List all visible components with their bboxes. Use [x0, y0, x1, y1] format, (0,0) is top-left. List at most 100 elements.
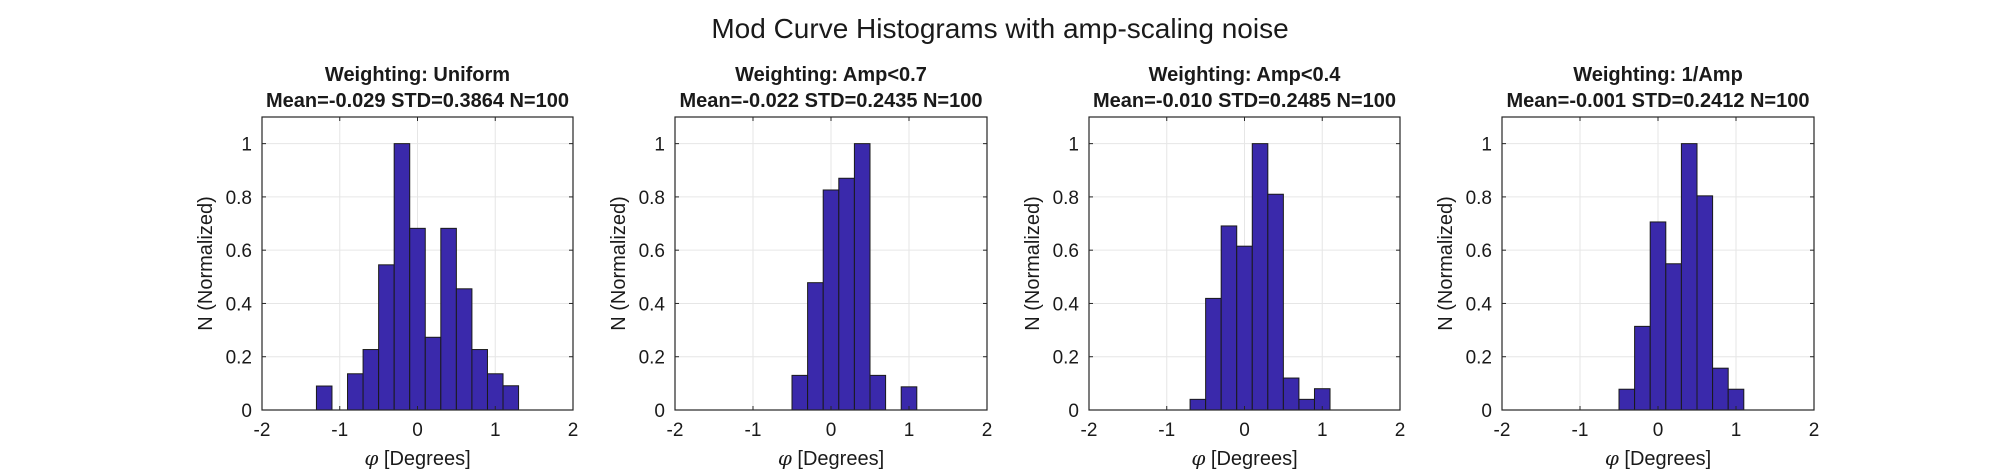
y-tick-label: 0.2 — [639, 348, 665, 369]
y-tick-label: 0.2 — [1053, 348, 1079, 369]
histogram-bar — [838, 177, 855, 411]
y-tick-label: 0 — [1481, 401, 1492, 422]
histogram-bar — [1712, 367, 1729, 411]
y-tick-label: 0.8 — [1466, 188, 1492, 209]
y-tick-label: 0.8 — [639, 188, 665, 209]
y-tick-label: 0.4 — [1053, 294, 1080, 315]
y-tick-label: 0.4 — [639, 294, 666, 315]
y-tick-label: 1 — [1068, 135, 1079, 156]
histogram-bar — [791, 374, 809, 411]
y-tick-label: 1 — [654, 135, 665, 156]
histogram-bar — [1298, 398, 1315, 411]
y-tick-label: 0 — [654, 401, 665, 422]
x-axis-label-text: [Degrees] — [378, 448, 470, 469]
x-tick-label: -1 — [1572, 420, 1589, 441]
x-tick-label: -1 — [331, 420, 348, 441]
histogram-bar — [1236, 245, 1253, 411]
y-tick-label: 0.6 — [639, 241, 665, 262]
y-tick-label: 0.2 — [226, 348, 252, 369]
y-tick-label: 0.6 — [1053, 241, 1079, 262]
x-axis-label-text: [Degrees] — [1205, 448, 1297, 469]
histogram-bar — [424, 336, 442, 411]
y-axis-label: N (Normalized) — [608, 196, 630, 330]
histogram-bar — [1189, 398, 1207, 411]
x-tick-label: 2 — [982, 420, 993, 441]
histogram-bar — [1696, 195, 1714, 411]
histogram-bar — [378, 264, 395, 411]
x-tick-label: 0 — [1653, 420, 1664, 441]
x-tick-label: 1 — [1731, 420, 1742, 441]
subplot-1: -2 -1 0 1 2 0 0.2 0.4 0.6 0.8 1 Weighting: Uniform M… — [195, 64, 578, 469]
x-tick-label: -2 — [254, 420, 271, 441]
x-tick-label: 0 — [1239, 420, 1250, 441]
subplot-stats: Mean=-0.010 STD=0.2485 N=100 — [1093, 90, 1396, 112]
subplot-title: Weighting: 1/Amp — [1573, 64, 1743, 86]
histogram-bar — [471, 349, 488, 411]
y-axis-label: N (Normalized) — [195, 196, 217, 330]
subplot-stats: Mean=-0.029 STD=0.3864 N=100 — [266, 90, 569, 112]
subplot-title: Weighting: Uniform — [325, 64, 510, 86]
histogram-bar — [869, 374, 887, 411]
x-axis-symbol: φ — [778, 446, 792, 469]
figure-title: Mod Curve Histograms with amp-scaling no… — [711, 13, 1288, 44]
y-tick-label: 1 — [241, 135, 252, 156]
x-axis-label-text: [Degrees] — [1619, 448, 1711, 469]
y-tick-label: 0.6 — [226, 241, 252, 262]
x-tick-label: -1 — [745, 420, 762, 441]
subplot-3: -2 -1 0 1 2 0 0.2 0.4 0.6 0.8 1 Weighting: Amp<0.4 M… — [1022, 64, 1405, 469]
x-axis-label: φ [Degrees] — [1191, 446, 1297, 469]
x-tick-label: 1 — [490, 420, 501, 441]
histogram-bar — [1634, 325, 1651, 411]
histogram-bar — [1680, 143, 1698, 411]
histogram-bar — [1618, 388, 1636, 411]
histogram-bar — [347, 373, 364, 411]
y-tick-label: 0.4 — [1466, 294, 1493, 315]
y-axis-label: N (Normalized) — [1022, 196, 1044, 330]
histogram-bar — [502, 385, 520, 411]
x-tick-label: 0 — [412, 420, 423, 441]
subplot-title: Weighting: Amp<0.4 — [1149, 64, 1342, 86]
histogram-bar — [1649, 221, 1667, 411]
subplot-title: Weighting: Amp<0.7 — [735, 64, 927, 86]
histogram-bar — [1267, 193, 1284, 411]
y-tick-label: 0 — [241, 401, 252, 422]
histogram-bar — [1282, 377, 1300, 411]
histogram-bar — [853, 143, 871, 411]
subplot-stats: Mean=-0.022 STD=0.2435 N=100 — [680, 90, 983, 112]
x-tick-label: 2 — [1809, 420, 1820, 441]
y-axis-label: N (Normalized) — [1435, 196, 1457, 330]
subplot-stats: Mean=-0.001 STD=0.2412 N=100 — [1507, 90, 1810, 112]
histogram-bar — [486, 373, 504, 411]
histogram-bar — [1665, 263, 1682, 411]
histogram-bar — [455, 288, 473, 411]
subplot-4: -2 -1 0 1 2 0 0.2 0.4 0.6 0.8 1 Weighting: 1/Amp Mea… — [1435, 64, 1819, 469]
histogram-bar — [822, 189, 840, 411]
histogram-bar — [1251, 143, 1269, 411]
x-tick-label: 2 — [568, 420, 579, 441]
histogram-bar — [362, 349, 380, 411]
x-axis-label: φ [Degrees] — [1605, 446, 1711, 469]
x-axis-label-text: [Degrees] — [792, 448, 884, 469]
x-axis-symbol: φ — [364, 446, 378, 469]
y-tick-label: 0.2 — [1466, 348, 1492, 369]
x-tick-label: 1 — [1317, 420, 1328, 441]
x-tick-label: -2 — [667, 420, 684, 441]
x-tick-label: 1 — [904, 420, 915, 441]
histogram-bar — [1205, 297, 1222, 411]
x-tick-label: 0 — [826, 420, 837, 441]
y-tick-label: 1 — [1481, 135, 1492, 156]
x-tick-label: -1 — [1158, 420, 1175, 441]
histogram-bar — [1220, 225, 1238, 411]
x-tick-label: 2 — [1395, 420, 1406, 441]
x-axis-label: φ [Degrees] — [778, 446, 884, 469]
y-tick-label: 0.6 — [1466, 241, 1492, 262]
histogram-bar — [409, 227, 426, 411]
y-tick-label: 0.4 — [226, 294, 253, 315]
subplot-2: -2 -1 0 1 2 0 0.2 0.4 0.6 0.8 1 Weighting: Amp<0.7 M… — [608, 64, 992, 469]
subplots: -2 -1 0 1 2 0 0.2 0.4 0.6 0.8 1 Weighting: Uniform M… — [195, 64, 1819, 469]
y-tick-label: 0.8 — [226, 188, 252, 209]
y-tick-label: 0.8 — [1053, 188, 1079, 209]
y-tick-label: 0 — [1068, 401, 1079, 422]
histogram-bar — [315, 385, 333, 411]
x-tick-label: -2 — [1081, 420, 1098, 441]
